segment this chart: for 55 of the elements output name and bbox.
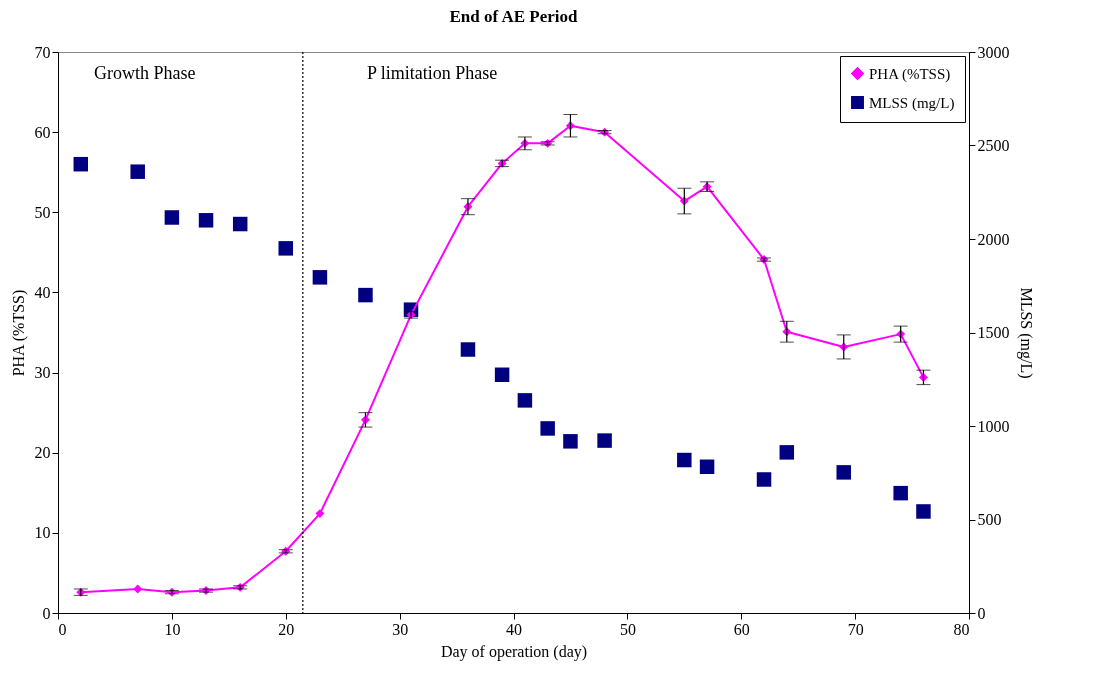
- point: [893, 485, 908, 501]
- point: [358, 287, 373, 303]
- y2-tick-label: 1500: [977, 324, 1010, 341]
- x-tick-label: 80: [953, 620, 970, 638]
- y2-tick-label: 500: [977, 511, 1002, 528]
- x-tick-label: 70: [847, 620, 864, 638]
- y2-tick-label: 0: [977, 604, 986, 622]
- point: [278, 241, 293, 256]
- y-tick-label: 10: [34, 524, 51, 542]
- point: [916, 504, 931, 519]
- point: [836, 465, 851, 480]
- y-tick-label: 60: [34, 123, 51, 141]
- point: [312, 270, 328, 285]
- x-tick-label: 60: [733, 620, 750, 638]
- point: [779, 445, 795, 460]
- y-axis-title: PHA (%TSS): [9, 289, 28, 377]
- y-tick-label: 50: [34, 203, 51, 221]
- x-tick-label: 50: [619, 620, 636, 638]
- point: [756, 472, 772, 487]
- chart-title: End of AE Period: [449, 7, 579, 26]
- y-tick-label: 40: [34, 283, 51, 301]
- point: [597, 433, 612, 448]
- y2-tick-label: 2500: [977, 137, 1010, 154]
- y2-axis-title: MLSS (mg/L): [1016, 287, 1035, 379]
- point: [540, 421, 555, 436]
- x-tick-label: 10: [164, 620, 181, 638]
- point: [232, 216, 248, 232]
- point: [315, 509, 325, 519]
- y-tick-label: 70: [34, 43, 51, 61]
- x-tick-label: 30: [392, 620, 409, 638]
- x-tick-label: 40: [506, 620, 522, 638]
- point: [677, 452, 692, 468]
- x-tick-label: 20: [278, 620, 295, 638]
- annotation: Growth Phase: [94, 63, 196, 83]
- point: [130, 164, 145, 179]
- point: [198, 213, 214, 228]
- point: [494, 367, 510, 383]
- point: [517, 393, 533, 408]
- point: [164, 210, 180, 225]
- y-tick-label: 20: [34, 444, 51, 462]
- x-tick-label: 0: [58, 620, 67, 638]
- legend-label: PHA (%TSS): [869, 65, 951, 83]
- y-tick-label: 30: [34, 364, 51, 382]
- point: [699, 459, 715, 475]
- point: [460, 342, 476, 357]
- annotation: P limitation Phase: [367, 63, 498, 83]
- y2-tick-label: 3000: [977, 43, 1010, 61]
- point: [563, 434, 578, 449]
- y2-tick-label: 1000: [977, 417, 1010, 435]
- x-axis-title: Day of operation (day): [440, 642, 588, 661]
- point: [133, 584, 143, 594]
- point: [73, 156, 89, 172]
- y-tick-label: 0: [42, 604, 51, 622]
- legend-label: MLSS (mg/L): [869, 94, 955, 112]
- y2-tick-label: 2000: [977, 230, 1010, 248]
